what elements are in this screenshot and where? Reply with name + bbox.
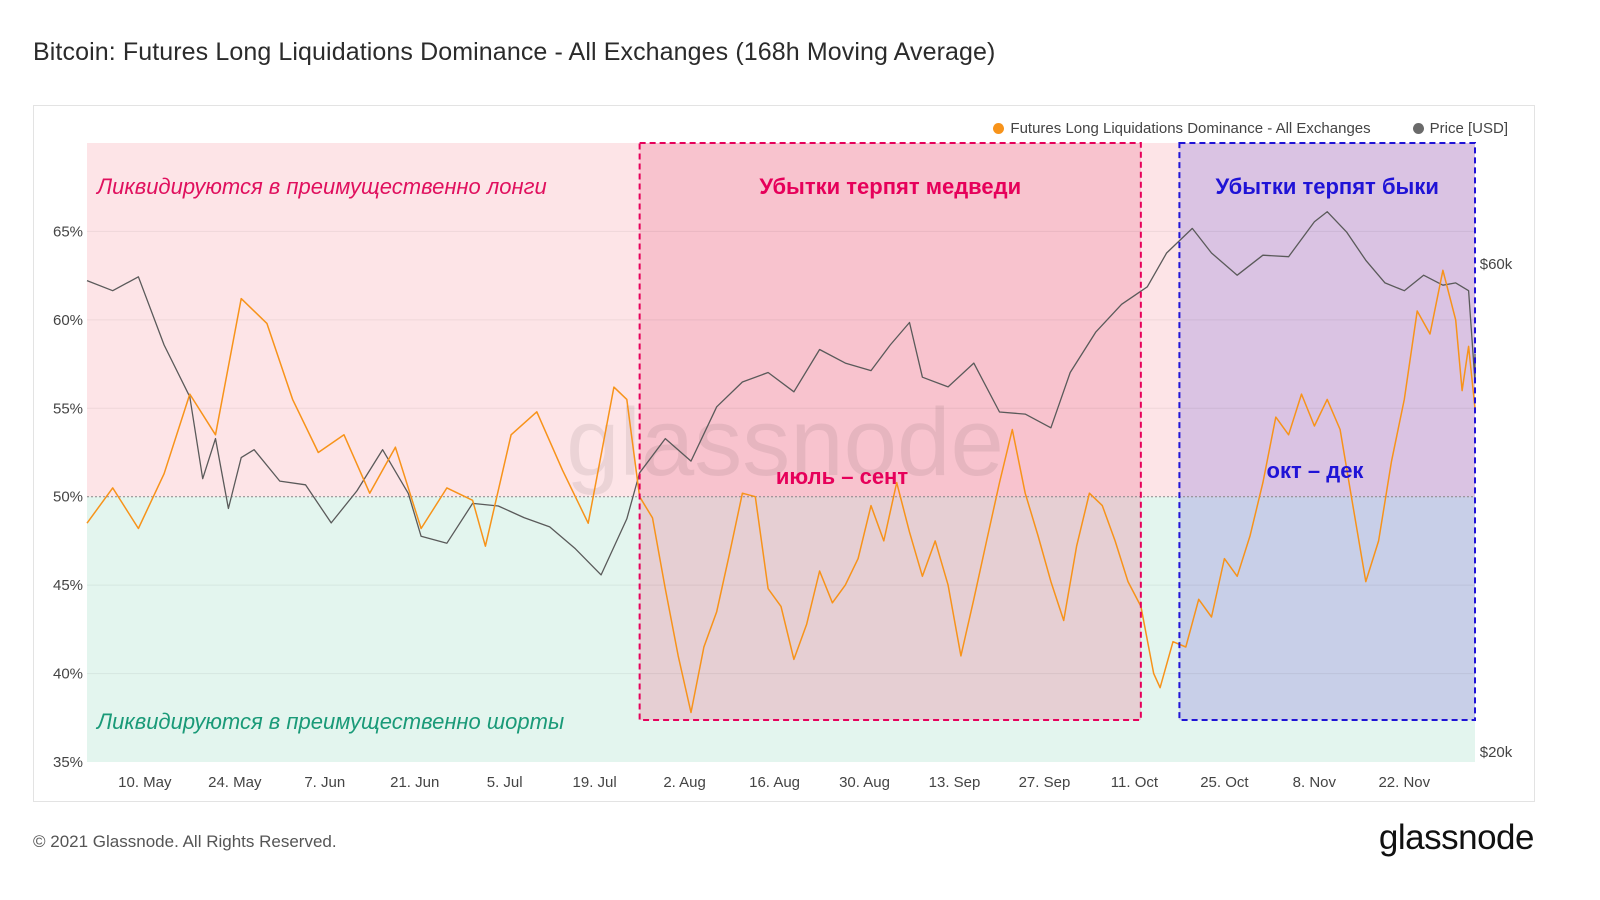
x-tick-label: 5. Jul [487,774,523,791]
upper-zone-background [87,143,1475,497]
legend-item-price[interactable]: Price [USD] [1412,120,1508,137]
x-tick-label: 30. Aug [839,774,890,791]
x-tick-label: 24. May [208,774,262,791]
x-tick-label: 22. Nov [1378,774,1430,791]
copyright-text: © 2021 Glassnode. All Rights Reserved. [33,832,337,851]
y-tick-label: 40% [53,666,83,683]
chart-frame [33,105,1535,802]
y-tick-label: 60% [53,312,83,329]
annotation-bull-period: окт – дек [1267,458,1365,483]
y-tick-label: 55% [53,400,83,417]
x-tick-label: 27. Sep [1019,774,1071,791]
y-right-tick-label: $20k [1480,744,1513,761]
x-tick-label: 19. Jul [573,774,617,791]
annotation-upper-zone: Ликвидируются в преимущественно лонги [95,174,547,199]
annotation-bear-title: Убытки терпят медведи [759,174,1021,199]
x-tick-label: 21. Jun [390,774,439,791]
bull-box-fill [1179,143,1475,720]
x-tick-label: 16. Aug [749,774,800,791]
chart-legend: Futures Long Liquidations Dominance - Al… [993,120,1508,137]
y-tick-label: 50% [53,489,83,506]
legend-price-swatch [1412,123,1424,134]
legend-price-label: Price [USD] [1429,120,1508,137]
x-tick-label: 7. Jun [304,774,345,791]
annotation-lower-zone: Ликвидируются в преимущественно шорты [95,709,564,734]
series-line-price [86,211,1476,576]
annotation-bull-title: Убытки терпят быки [1216,174,1439,199]
x-tick-label: 25. Oct [1200,774,1249,791]
y-tick-label: 35% [53,754,83,771]
x-tick-label: 10. May [118,774,172,791]
legend-item-dominance[interactable]: Futures Long Liquidations Dominance - Al… [993,120,1371,137]
bear-box-fill [639,143,1141,720]
y-right-tick-label: $60k [1480,256,1513,273]
x-tick-label: 2. Aug [663,774,706,791]
y-tick-label: 65% [53,223,83,240]
chart-title: Bitcoin: Futures Long Liquidations Domin… [33,38,996,66]
bull-box-outline [1178,142,1476,721]
legend-dominance-label: Futures Long Liquidations Dominance - Al… [1010,120,1371,137]
lower-zone-background [87,496,1475,762]
brand-logo[interactable]: glassnode [1378,818,1535,857]
bear-box-outline [638,142,1142,721]
x-tick-label: 13. Sep [929,774,981,791]
legend-dominance-swatch [993,123,1005,134]
x-tick-label: 11. Oct [1111,774,1159,791]
series-line-dominance [86,269,1476,714]
annotation-bear-period: июль – сент [776,464,908,489]
y-tick-label: 45% [53,577,83,594]
x-tick-label: 8. Nov [1293,774,1337,791]
